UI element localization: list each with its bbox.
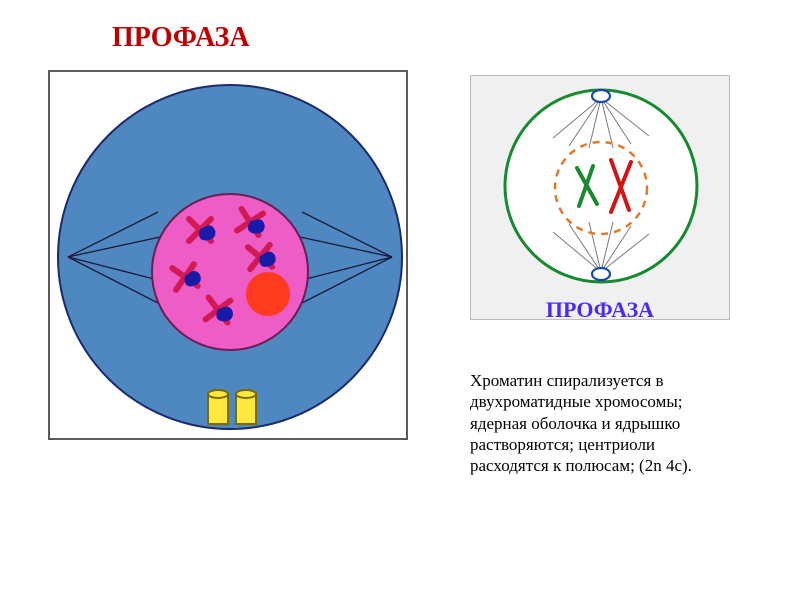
right-cell-diagram — [471, 76, 731, 293]
left-cell-diagram — [50, 72, 410, 442]
description-line: ядерная оболочка и ядрышко — [470, 413, 770, 434]
right-diagram-frame: ПРОФАЗА — [470, 75, 730, 320]
right-caption: ПРОФАЗА — [471, 297, 729, 323]
page-title: ПРОФАЗА — [112, 22, 250, 54]
description-line: растворяются; центриоли — [470, 434, 770, 455]
description-line: Хроматин спирализуется в — [470, 370, 770, 391]
description-line: расходятся к полюсам; (2n 4c). — [470, 455, 770, 476]
description-text: Хроматин спирализуется вдвухроматидные х… — [470, 370, 770, 476]
description-line: двухроматидные хромосомы; — [470, 391, 770, 412]
left-diagram-frame — [48, 70, 408, 440]
